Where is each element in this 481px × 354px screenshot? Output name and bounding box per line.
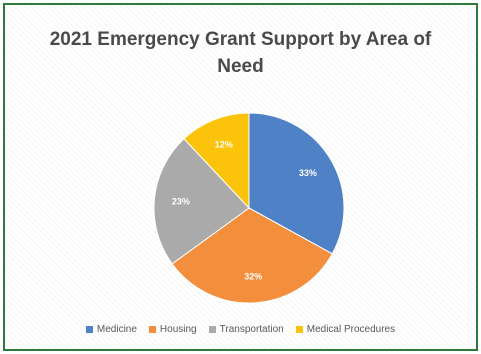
legend-label-medical-procedures: Medical Procedures (306, 324, 396, 335)
legend-swatch-transportation (208, 326, 216, 333)
legend-item-medical-procedures: Medical Procedures (295, 324, 396, 335)
pie-slice-transportation (153, 138, 250, 265)
legend-swatch-medical-procedures (295, 326, 303, 333)
data-label-housing: 32% (244, 271, 262, 281)
legend-item-transportation: Transportation (208, 324, 284, 335)
legend-label-transportation: Transportation (219, 324, 284, 335)
data-label-medical-procedures: 12% (215, 139, 233, 149)
chart-title-line-2: Need (217, 56, 264, 77)
legend-swatch-housing (148, 326, 156, 333)
chart-legend: Medicine Housing Transportation Medical … (0, 324, 481, 335)
chart-title: 2021 Emergency Grant Support by Area of … (0, 26, 481, 80)
data-label-transportation: 23% (172, 197, 190, 207)
legend-label-medicine: Medicine (96, 324, 137, 335)
pie-slice-medicine (248, 112, 345, 255)
legend-item-housing: Housing (148, 324, 197, 335)
chart-title-line-1: 2021 Emergency Grant Support by Area of (49, 29, 432, 50)
legend-label-housing: Housing (159, 324, 197, 335)
data-label-medicine: 33% (299, 168, 317, 178)
pie-slice-housing (171, 207, 333, 304)
pie-slice-medical-procedures (183, 112, 250, 210)
legend-swatch-medicine (85, 326, 93, 333)
legend-item-medicine: Medicine (85, 324, 137, 335)
